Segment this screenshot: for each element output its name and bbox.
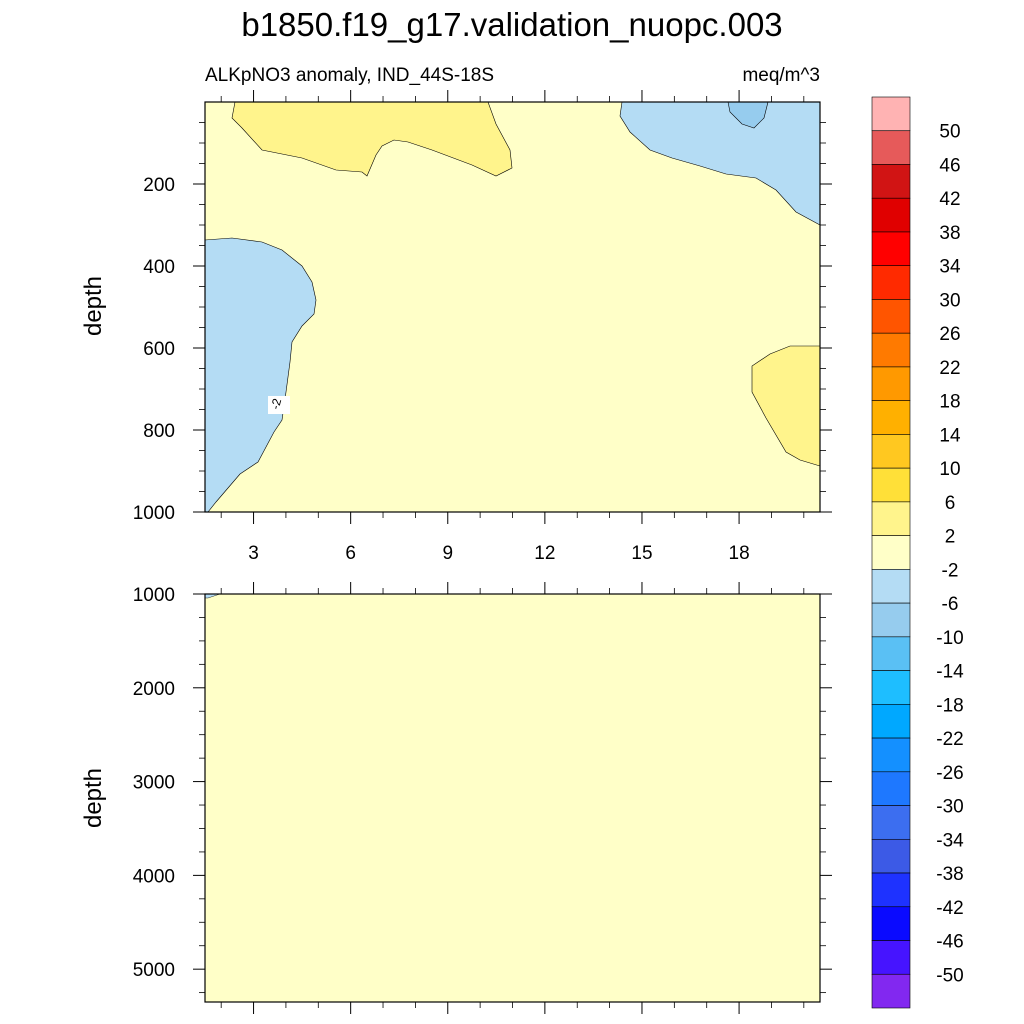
colorbar-label: 42 (939, 189, 960, 210)
colorbar-label: -14 (936, 662, 964, 683)
colorbar-label: 14 (939, 425, 961, 446)
y-tick-label: 1000 (133, 585, 175, 606)
colorbar-swatch (871, 602, 911, 638)
colorbar-swatch (871, 535, 911, 570)
lower-panel-field (205, 594, 820, 1002)
colorbar-swatch (871, 96, 911, 132)
lower-panel-ticks: 1000 2000 3000 4000 5000 (133, 582, 832, 1014)
colorbar-swatch (871, 130, 911, 165)
colorbar-label: -34 (936, 830, 964, 851)
contour-fill-negative-left (204, 237, 317, 513)
lower-y-axis-label: depth (80, 768, 107, 828)
colorbar-swatch (871, 805, 911, 840)
colorbar-label: 6 (945, 493, 956, 514)
colorbar-label: 18 (939, 392, 960, 413)
x-tick-label: 3 (248, 543, 259, 564)
contour-fill-positive-top (231, 101, 513, 177)
colorbar-label: 46 (939, 155, 960, 176)
contour-label: -2 (268, 397, 284, 411)
colorbar-label: 26 (939, 324, 960, 345)
colorbar-swatch (871, 366, 911, 401)
y-tick-label: 800 (143, 421, 175, 442)
colorbar-label: -46 (936, 932, 963, 953)
colorbar-swatch (871, 940, 911, 975)
colorbar-label: -50 (936, 965, 963, 986)
chart-subtitle-units: meq/m^3 (742, 65, 820, 86)
colorbar-swatch (871, 164, 911, 199)
y-tick-label: 1000 (133, 503, 175, 524)
colorbar-swatch (871, 434, 911, 469)
colorbar-swatch (871, 231, 911, 267)
colorbar-swatch (871, 400, 911, 435)
chart-title: b1850.f19_g17.validation_nuopc.003 (241, 6, 782, 43)
colorbar-swatch (871, 670, 911, 705)
colorbar-label: -30 (936, 797, 963, 818)
colorbar-swatch (871, 332, 911, 368)
colorbar-label: -38 (936, 864, 963, 885)
lower-panel: 1000 2000 3000 4000 5000 depth (80, 582, 832, 1014)
y-tick-label: 2000 (133, 679, 175, 700)
x-axis-tick-labels: 3 6 9 12 15 18 (248, 543, 749, 564)
colorbar-label: 2 (945, 527, 956, 548)
x-tick-label: 6 (345, 543, 356, 564)
colorbar-label: 10 (939, 459, 960, 480)
x-tick-label: 15 (631, 543, 652, 564)
colorbar-swatch (871, 467, 911, 503)
x-tick-label: 18 (729, 543, 750, 564)
colorbar-swatch (871, 569, 911, 604)
colorbar-swatch (871, 299, 911, 334)
colorbar-swatch (871, 265, 911, 300)
y-tick-label: 600 (143, 339, 175, 360)
colorbar: 50 46 42 38 34 30 26 22 18 14 10 6 2 -2 -6 -10 -14 -18 -22… (871, 96, 964, 1009)
x-tick-label: 12 (534, 543, 555, 564)
colorbar-swatch (871, 197, 911, 233)
colorbar-swatch (871, 636, 911, 671)
colorbar-label: 22 (939, 358, 960, 379)
y-tick-label: 200 (143, 175, 175, 196)
colorbar-label: 50 (939, 122, 960, 143)
colorbar-label: -6 (942, 594, 959, 615)
contour-fill-positive-right (751, 345, 821, 467)
upper-panel: -2 200 400 600 800 1000 depth (80, 90, 832, 524)
chart-subtitle-variable: ALKpNO3 anomaly, IND_44S-18S (205, 65, 494, 86)
colorbar-label: -42 (936, 898, 963, 919)
colorbar-swatch (871, 704, 911, 739)
contour-label-box (268, 396, 290, 414)
x-tick-label: 9 (442, 543, 453, 564)
y-tick-label: 400 (143, 257, 175, 278)
colorbar-swatch (871, 872, 911, 908)
colorbar-swatch (871, 501, 911, 536)
colorbar-label: 38 (939, 223, 960, 244)
colorbar-label: 34 (939, 257, 961, 278)
colorbar-swatch (871, 771, 911, 806)
y-tick-label: 4000 (133, 866, 175, 887)
colorbar-label: -2 (942, 560, 959, 581)
colorbar-swatch (871, 838, 911, 874)
colorbar-label: -26 (936, 763, 963, 784)
colorbar-label: -18 (936, 695, 963, 716)
y-tick-label: 5000 (133, 960, 175, 981)
y-tick-label: 3000 (133, 773, 175, 794)
colorbar-swatch (871, 906, 911, 941)
colorbar-swatch (871, 973, 911, 1009)
colorbar-label: -10 (936, 628, 963, 649)
upper-y-axis-label: depth (80, 276, 107, 336)
colorbar-label: 30 (939, 290, 960, 311)
upper-panel-ticks: 200 400 600 800 1000 (133, 90, 832, 524)
colorbar-swatch (871, 737, 911, 773)
colorbar-label: -22 (936, 729, 963, 750)
